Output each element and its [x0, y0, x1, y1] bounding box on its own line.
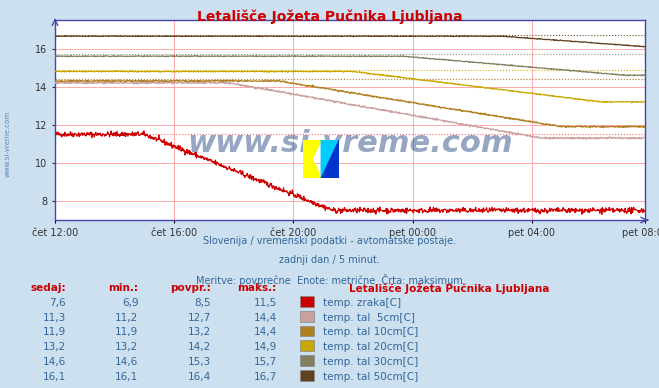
Text: temp. tal 10cm[C]: temp. tal 10cm[C]: [323, 327, 418, 338]
Text: povpr.:: povpr.:: [170, 283, 211, 293]
Text: 14,4: 14,4: [254, 313, 277, 323]
Text: 11,5: 11,5: [254, 298, 277, 308]
Text: temp. zraka[C]: temp. zraka[C]: [323, 298, 401, 308]
Text: 14,6: 14,6: [43, 357, 66, 367]
Text: 8,5: 8,5: [194, 298, 211, 308]
Text: Letališče Jožeta Pučnika Ljubljana: Letališče Jožeta Pučnika Ljubljana: [196, 10, 463, 24]
Text: 15,3: 15,3: [188, 357, 211, 367]
Text: 16,4: 16,4: [188, 372, 211, 382]
Text: 11,2: 11,2: [115, 313, 138, 323]
Text: 7,6: 7,6: [49, 298, 66, 308]
Text: 14,6: 14,6: [115, 357, 138, 367]
Text: www.si-vreme.com: www.si-vreme.com: [187, 130, 513, 159]
Text: 13,2: 13,2: [43, 342, 66, 352]
Text: 14,4: 14,4: [254, 327, 277, 338]
Text: 13,2: 13,2: [115, 342, 138, 352]
Text: zadnji dan / 5 minut.: zadnji dan / 5 minut.: [279, 255, 380, 265]
Text: 16,1: 16,1: [115, 372, 138, 382]
Text: 16,1: 16,1: [43, 372, 66, 382]
Text: 16,7: 16,7: [254, 372, 277, 382]
Text: Letališče Jožeta Pučnika Ljubljana: Letališče Jožeta Pučnika Ljubljana: [349, 283, 550, 294]
Text: 12,7: 12,7: [188, 313, 211, 323]
Text: maks.:: maks.:: [237, 283, 277, 293]
Text: 11,3: 11,3: [43, 313, 66, 323]
Text: 11,9: 11,9: [43, 327, 66, 338]
Text: 6,9: 6,9: [122, 298, 138, 308]
Text: 14,9: 14,9: [254, 342, 277, 352]
Polygon shape: [303, 140, 322, 178]
Text: 14,2: 14,2: [188, 342, 211, 352]
Text: 13,2: 13,2: [188, 327, 211, 338]
Text: 15,7: 15,7: [254, 357, 277, 367]
Text: Slovenija / vremenski podatki - avtomatske postaje.: Slovenija / vremenski podatki - avtomats…: [203, 236, 456, 246]
Text: www.si-vreme.com: www.si-vreme.com: [5, 111, 11, 177]
Polygon shape: [322, 140, 339, 178]
Text: Meritve: povprečne  Enote: metrične  Črta: maksimum: Meritve: povprečne Enote: metrične Črta:…: [196, 274, 463, 286]
Text: temp. tal 50cm[C]: temp. tal 50cm[C]: [323, 372, 418, 382]
Text: temp. tal 30cm[C]: temp. tal 30cm[C]: [323, 357, 418, 367]
Text: temp. tal 20cm[C]: temp. tal 20cm[C]: [323, 342, 418, 352]
Text: min.:: min.:: [108, 283, 138, 293]
Text: 11,9: 11,9: [115, 327, 138, 338]
Polygon shape: [322, 140, 339, 178]
Text: temp. tal  5cm[C]: temp. tal 5cm[C]: [323, 313, 415, 323]
Text: sedaj:: sedaj:: [30, 283, 66, 293]
Polygon shape: [303, 140, 322, 178]
